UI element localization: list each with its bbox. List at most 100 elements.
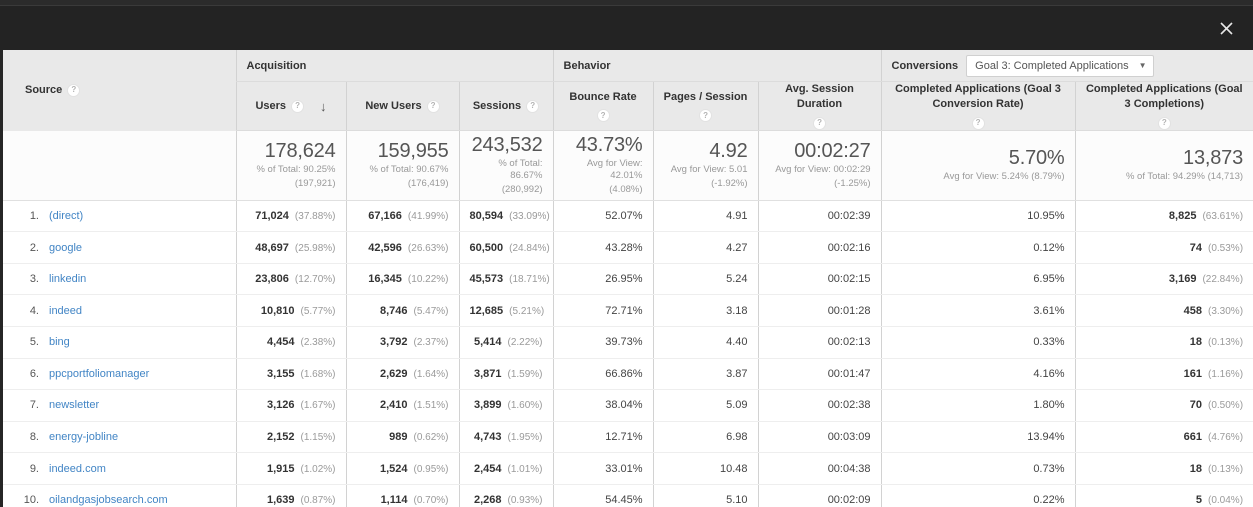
source-link[interactable]: google	[49, 241, 83, 254]
cell-avg-session-duration: 00:02:15	[757, 263, 882, 296]
source-link[interactable]: linkedin	[49, 273, 87, 286]
column-header-avg-session-duration[interactable]: Avg. Session Duration ?	[757, 81, 882, 131]
cell-bounce-rate-value: 52.07%	[605, 209, 643, 222]
source-link[interactable]: energy-jobline	[49, 431, 119, 444]
cell-new-users-percent: (0.95%)	[413, 463, 449, 475]
cell-users-value: 3,126	[266, 399, 295, 412]
summary-source-cell	[3, 130, 236, 201]
cell-sessions-value: 4,743	[473, 431, 502, 444]
cell-goal3-completions-value: 161	[1183, 367, 1203, 380]
close-icon[interactable]	[1213, 15, 1239, 41]
cell-goal3-conversion-rate: 13.94%	[880, 421, 1076, 454]
cell-new-users-percent: (0.62%)	[413, 432, 449, 444]
column-header-goal3-conversion-rate[interactable]: Completed Applications (Goal 3 Conversio…	[880, 81, 1076, 131]
summary-sessions-sub2: (280,992)	[501, 183, 543, 195]
cell-goal3-conversion-rate: 1.80%	[880, 389, 1076, 422]
cell-avg-session-duration-value: 00:02:38	[827, 399, 871, 412]
row-index: 1.	[29, 209, 39, 222]
source-group-label: Source	[25, 84, 63, 97]
summary-goal3-rate-sub1: Avg for View: 5.24% (8.79%)	[943, 170, 1065, 182]
cell-avg-session-duration: 00:01:47	[757, 358, 882, 391]
summary-users-value: 178,624	[264, 139, 336, 162]
cell-goal3-conversion-rate: 0.12%	[880, 231, 1076, 264]
column-header-goal3-completions[interactable]: Completed Applications (Goal 3 Completio…	[1074, 81, 1253, 131]
row-index: 9.	[29, 462, 39, 475]
cell-avg-session-duration: 00:01:28	[757, 294, 882, 327]
cell-pages-session: 6.98	[652, 421, 759, 454]
help-icon[interactable]: ?	[813, 116, 827, 130]
cell-source: 1. (direct)	[3, 200, 236, 233]
column-header-users[interactable]: Users ? ↓	[235, 81, 346, 131]
column-header-new-users[interactable]: New Users ?	[345, 81, 459, 131]
table-row: 10. oilandgasjobsearch.com 1,639 (0.87%) 1,1…	[3, 484, 1253, 507]
cell-sessions-value: 3,871	[473, 367, 502, 380]
help-icon[interactable]: ?	[971, 116, 985, 130]
cell-source: 5. bing	[3, 326, 236, 359]
source-link[interactable]: bing	[49, 336, 70, 349]
summary-pages-session-value: 4.92	[709, 139, 748, 162]
cell-goal3-completions-value: 3,169	[1168, 273, 1197, 286]
help-icon[interactable]: ?	[699, 109, 713, 123]
cell-users: 10,810 (5.77%)	[235, 294, 346, 327]
help-icon[interactable]: ?	[426, 99, 440, 113]
cell-new-users: 16,345 (10.22%)	[345, 263, 459, 296]
cell-bounce-rate: 72.71%	[552, 294, 654, 327]
cell-new-users-value: 1,524	[379, 462, 408, 475]
source-link[interactable]: oilandgasjobsearch.com	[49, 494, 168, 507]
cell-avg-session-duration-value: 00:02:13	[827, 336, 871, 349]
help-icon[interactable]: ?	[67, 83, 81, 97]
cell-goal3-completions-value: 74	[1189, 241, 1203, 254]
help-icon[interactable]: ?	[291, 99, 305, 113]
cell-new-users-percent: (26.63%)	[407, 242, 449, 254]
source-link[interactable]: ppcportfoliomanager	[49, 367, 150, 380]
cell-pages-session-value: 5.09	[726, 399, 748, 412]
cell-avg-session-duration: 00:04:38	[757, 452, 882, 485]
cell-bounce-rate: 26.95%	[552, 263, 654, 296]
help-icon[interactable]: ?	[596, 109, 610, 123]
summary-pages-session: 4.92 Avg for View: 5.01 (-1.92%)	[652, 130, 759, 201]
cell-sessions-percent: (24.84%)	[509, 242, 550, 254]
cell-pages-session: 5.24	[652, 263, 759, 296]
metric-header-row: Users ? ↓ New Users ? Sessions	[3, 81, 1253, 131]
cell-goal3-completions: 5 (0.04%)	[1074, 484, 1253, 507]
column-header-pages-session[interactable]: Pages / Session ?	[652, 81, 759, 131]
cell-sessions-value: 60,500	[469, 241, 504, 254]
acquisition-group-label: Acquisition	[235, 50, 554, 82]
column-header-sessions[interactable]: Sessions ?	[458, 81, 554, 131]
cell-goal3-completions-percent: (63.61%)	[1202, 210, 1244, 222]
row-index: 2.	[29, 241, 39, 254]
cell-pages-session-value: 10.48	[719, 462, 748, 475]
column-header-bounce-rate-label: Bounce Rate	[569, 90, 637, 103]
help-icon[interactable]: ?	[526, 99, 540, 113]
cell-goal3-completions-percent: (0.50%)	[1208, 400, 1244, 412]
cell-sessions-percent: (5.21%)	[509, 305, 545, 317]
cell-avg-session-duration: 00:02:09	[757, 484, 882, 507]
summary-goal3-rate-value: 5.70%	[1008, 146, 1065, 169]
column-header-bounce-rate[interactable]: Bounce Rate ?	[552, 81, 654, 131]
cell-avg-session-duration: 00:02:38	[757, 389, 882, 422]
help-icon[interactable]: ?	[1157, 116, 1171, 130]
cell-users-percent: (37.88%)	[294, 210, 336, 222]
source-link[interactable]: indeed.com	[49, 462, 106, 475]
cell-users: 1,915 (1.02%)	[235, 452, 346, 485]
summary-new-users-sub1: % of Total: 90.67%	[369, 163, 449, 175]
source-link[interactable]: indeed	[49, 304, 83, 317]
cell-sessions: 5,414 (2.22%)	[458, 326, 554, 359]
cell-users-percent: (25.98%)	[294, 242, 336, 254]
goal-selector-dropdown[interactable]: Goal 3: Completed Applications ▼	[966, 54, 1154, 77]
summary-new-users-value: 159,955	[377, 139, 449, 162]
cell-new-users: 67,166 (41.99%)	[345, 200, 459, 233]
source-link[interactable]: newsletter	[49, 399, 100, 412]
sort-descending-icon[interactable]: ↓	[320, 98, 327, 114]
source-link[interactable]: (direct)	[49, 209, 84, 222]
summary-avg-session-duration-value: 00:02:27	[794, 139, 871, 162]
cell-goal3-completions: 161 (1.16%)	[1074, 358, 1253, 391]
cell-pages-session: 4.27	[652, 231, 759, 264]
cell-new-users-percent: (10.22%)	[407, 274, 449, 286]
cell-bounce-rate-value: 54.45%	[605, 494, 643, 507]
cell-pages-session-value: 5.10	[726, 494, 748, 507]
row-index: 10.	[23, 494, 39, 507]
cell-sessions-value: 5,414	[473, 336, 502, 349]
cell-users: 2,152 (1.15%)	[235, 421, 346, 454]
summary-new-users: 159,955 % of Total: 90.67% (176,419)	[345, 130, 459, 201]
